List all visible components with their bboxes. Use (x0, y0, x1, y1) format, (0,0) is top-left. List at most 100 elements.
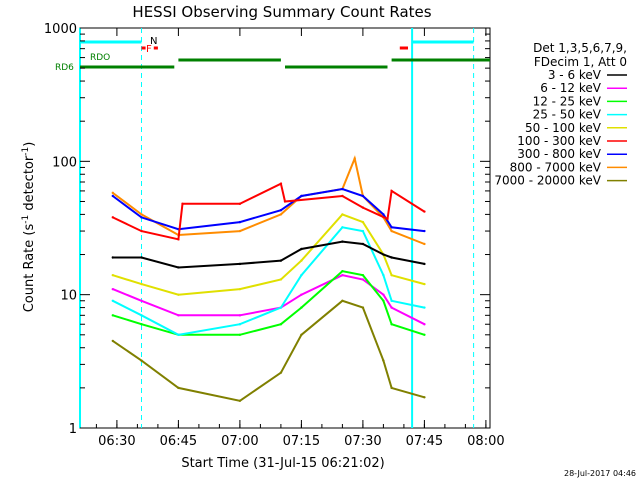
series-point (140, 323, 143, 326)
y-axis: 1 10 100 1000 (44, 22, 490, 437)
y-tick-label: 1 (69, 422, 77, 437)
series-point (341, 273, 344, 277)
timestamp: 28-Jul-2017 04:46 (564, 469, 636, 478)
series-point (177, 238, 180, 241)
series-point (279, 306, 283, 309)
series-point (423, 229, 426, 233)
series-point (111, 256, 115, 259)
legend-entry-label: 50 - 100 keV (525, 121, 602, 135)
series-line (112, 182, 425, 241)
legend-entry-label: 100 - 300 keV (517, 134, 601, 148)
series-point (423, 333, 426, 337)
series-point (238, 220, 242, 224)
series-point (361, 220, 365, 224)
series-line (112, 155, 425, 245)
series-point (279, 371, 283, 374)
series-point (177, 266, 180, 269)
series-point (238, 202, 242, 206)
y-axis-label: Count Rate (s-1 detector-1) (21, 142, 37, 313)
series-point (111, 287, 115, 291)
series-point (361, 229, 365, 233)
x-tick-label: 07:00 (221, 434, 258, 449)
series-point (140, 359, 143, 362)
series-line (112, 213, 425, 296)
series-point (390, 323, 393, 326)
series-point (300, 247, 303, 251)
series-point (279, 213, 283, 216)
x-tick-label: 07:30 (344, 434, 381, 449)
series-point (423, 242, 426, 246)
series-point (390, 189, 393, 193)
series-point (423, 396, 426, 399)
series-point (390, 273, 393, 277)
series-point (140, 216, 143, 219)
series-point (279, 323, 283, 326)
series-point (341, 299, 344, 302)
legend-header-detectors: Det 1,3,5,6,7,9, (533, 41, 627, 55)
legend-entry-label: 12 - 25 keV (533, 94, 602, 108)
legend-entry-label: 300 - 800 keV (517, 147, 601, 161)
series-point (382, 293, 385, 296)
series-point (382, 299, 385, 302)
series-point (283, 200, 287, 203)
series-point (300, 306, 303, 309)
series-point (111, 299, 115, 302)
series-point (361, 242, 365, 246)
series-point (111, 339, 115, 343)
series-point (382, 213, 385, 216)
series-point (423, 282, 426, 286)
series-point (279, 209, 283, 212)
series-point (181, 202, 184, 206)
legend-entry-label: 25 - 50 keV (533, 108, 602, 122)
series-point (390, 256, 393, 259)
series-point (423, 306, 426, 309)
series-point (177, 293, 180, 296)
series-line (112, 299, 425, 402)
series-point (279, 278, 283, 281)
series-point (279, 259, 283, 262)
x-tick-label: 07:15 (283, 434, 320, 449)
series-point (390, 386, 393, 390)
series-point (238, 287, 242, 291)
series-point (390, 229, 393, 233)
series-point (279, 182, 283, 185)
series-point (382, 253, 385, 256)
series-point (238, 262, 242, 266)
series-point (238, 314, 242, 317)
series-point (300, 194, 303, 198)
series-point (238, 399, 242, 402)
series-point (300, 293, 303, 296)
series-point (177, 386, 180, 390)
series-point (140, 213, 143, 216)
series-point (300, 259, 303, 262)
series-line (112, 226, 425, 336)
series-point (382, 273, 385, 277)
x-tick-label: 08:00 (467, 434, 504, 449)
series-point (140, 314, 143, 317)
series-point (140, 256, 143, 259)
plot-area: NF RDO RD6 (55, 27, 491, 429)
legend-header-decimation: FDecim 1, Att 0 (534, 55, 627, 69)
y-tick-label: 1000 (44, 22, 77, 37)
legend-entry-label: 3 - 6 keV (548, 68, 602, 82)
series-point (140, 282, 143, 286)
y-axis-label-end: ) (22, 142, 37, 147)
series-point (382, 359, 385, 362)
x-axis: 06:30 06:45 07:00 07:15 07:30 07:45 08:00 (95, 28, 505, 449)
y-axis-label-main: Count Rate (s (22, 224, 37, 313)
rd6-label: RD6 (55, 63, 74, 73)
series-point (341, 194, 344, 198)
series-point (390, 226, 393, 229)
series-point (341, 187, 344, 191)
flare-flag-label: F (146, 44, 152, 55)
x-tick-label: 06:45 (160, 434, 197, 449)
series-point (423, 323, 426, 326)
series-point (177, 314, 180, 317)
y-tick-label: 100 (52, 155, 77, 170)
series-point (361, 206, 365, 209)
series-point (111, 194, 115, 198)
rdo-label: RDO (90, 53, 110, 63)
legend: Det 1,3,5,6,7,9, FDecim 1, Att 0 3 - 6 k… (494, 41, 627, 188)
series-point (111, 216, 115, 219)
